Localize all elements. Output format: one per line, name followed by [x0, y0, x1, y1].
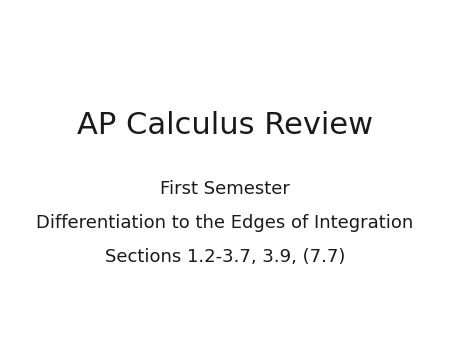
Text: First Semester: First Semester	[160, 180, 290, 198]
Text: AP Calculus Review: AP Calculus Review	[77, 111, 373, 140]
Text: Differentiation to the Edges of Integration: Differentiation to the Edges of Integrat…	[36, 214, 414, 232]
Text: Sections 1.2-3.7, 3.9, (7.7): Sections 1.2-3.7, 3.9, (7.7)	[105, 248, 345, 266]
